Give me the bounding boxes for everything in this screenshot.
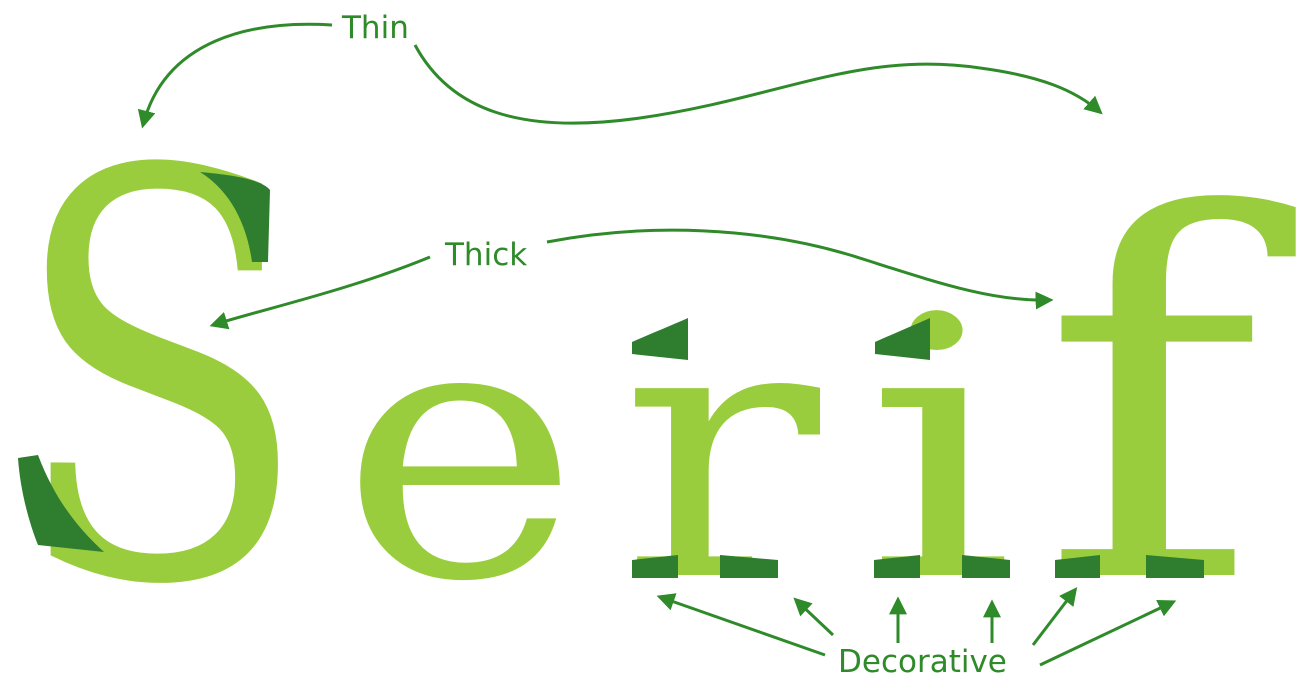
letter-f: f — [1040, 111, 1300, 693]
annotation-thick: Thick — [209, 228, 1054, 330]
thin-label: Thin — [341, 10, 409, 46]
letter-i: i — [865, 241, 1015, 660]
thick-arrow-left — [209, 255, 431, 330]
f-bottom-serif-left — [1055, 555, 1100, 578]
r-bottom-serif-right — [720, 555, 778, 578]
annotation-thin: Thin — [137, 10, 1103, 129]
letter-s: S — [10, 56, 310, 699]
f-bottom-serif-right — [1146, 555, 1204, 578]
r-top-serif — [632, 318, 688, 360]
decorative-arrow-6 — [1039, 600, 1177, 667]
letter-e: e — [340, 241, 580, 660]
letter-r: r — [620, 241, 823, 660]
thick-arrow-right — [546, 228, 1054, 310]
thick-label: Thick — [444, 237, 527, 273]
i-bottom-serif-right — [962, 555, 1010, 578]
decorative-arrow-1 — [656, 593, 826, 657]
i-top-serif — [875, 318, 930, 360]
thin-arrow-left — [137, 22, 333, 129]
word-serif: S e r i f — [10, 56, 1300, 699]
s-top-thin-stroke — [200, 172, 270, 262]
stroke-accents — [18, 172, 1204, 578]
r-bottom-serif-left — [632, 555, 678, 578]
decorative-arrow-5 — [1031, 587, 1078, 646]
annotation-decorative: Decorative — [656, 587, 1177, 680]
decorative-label: Decorative — [838, 644, 1007, 680]
s-bottom-thin-stroke — [18, 455, 104, 552]
thin-arrow-right — [413, 44, 1103, 125]
i-bottom-serif-left — [874, 555, 920, 578]
decorative-arrow-2 — [793, 597, 835, 637]
